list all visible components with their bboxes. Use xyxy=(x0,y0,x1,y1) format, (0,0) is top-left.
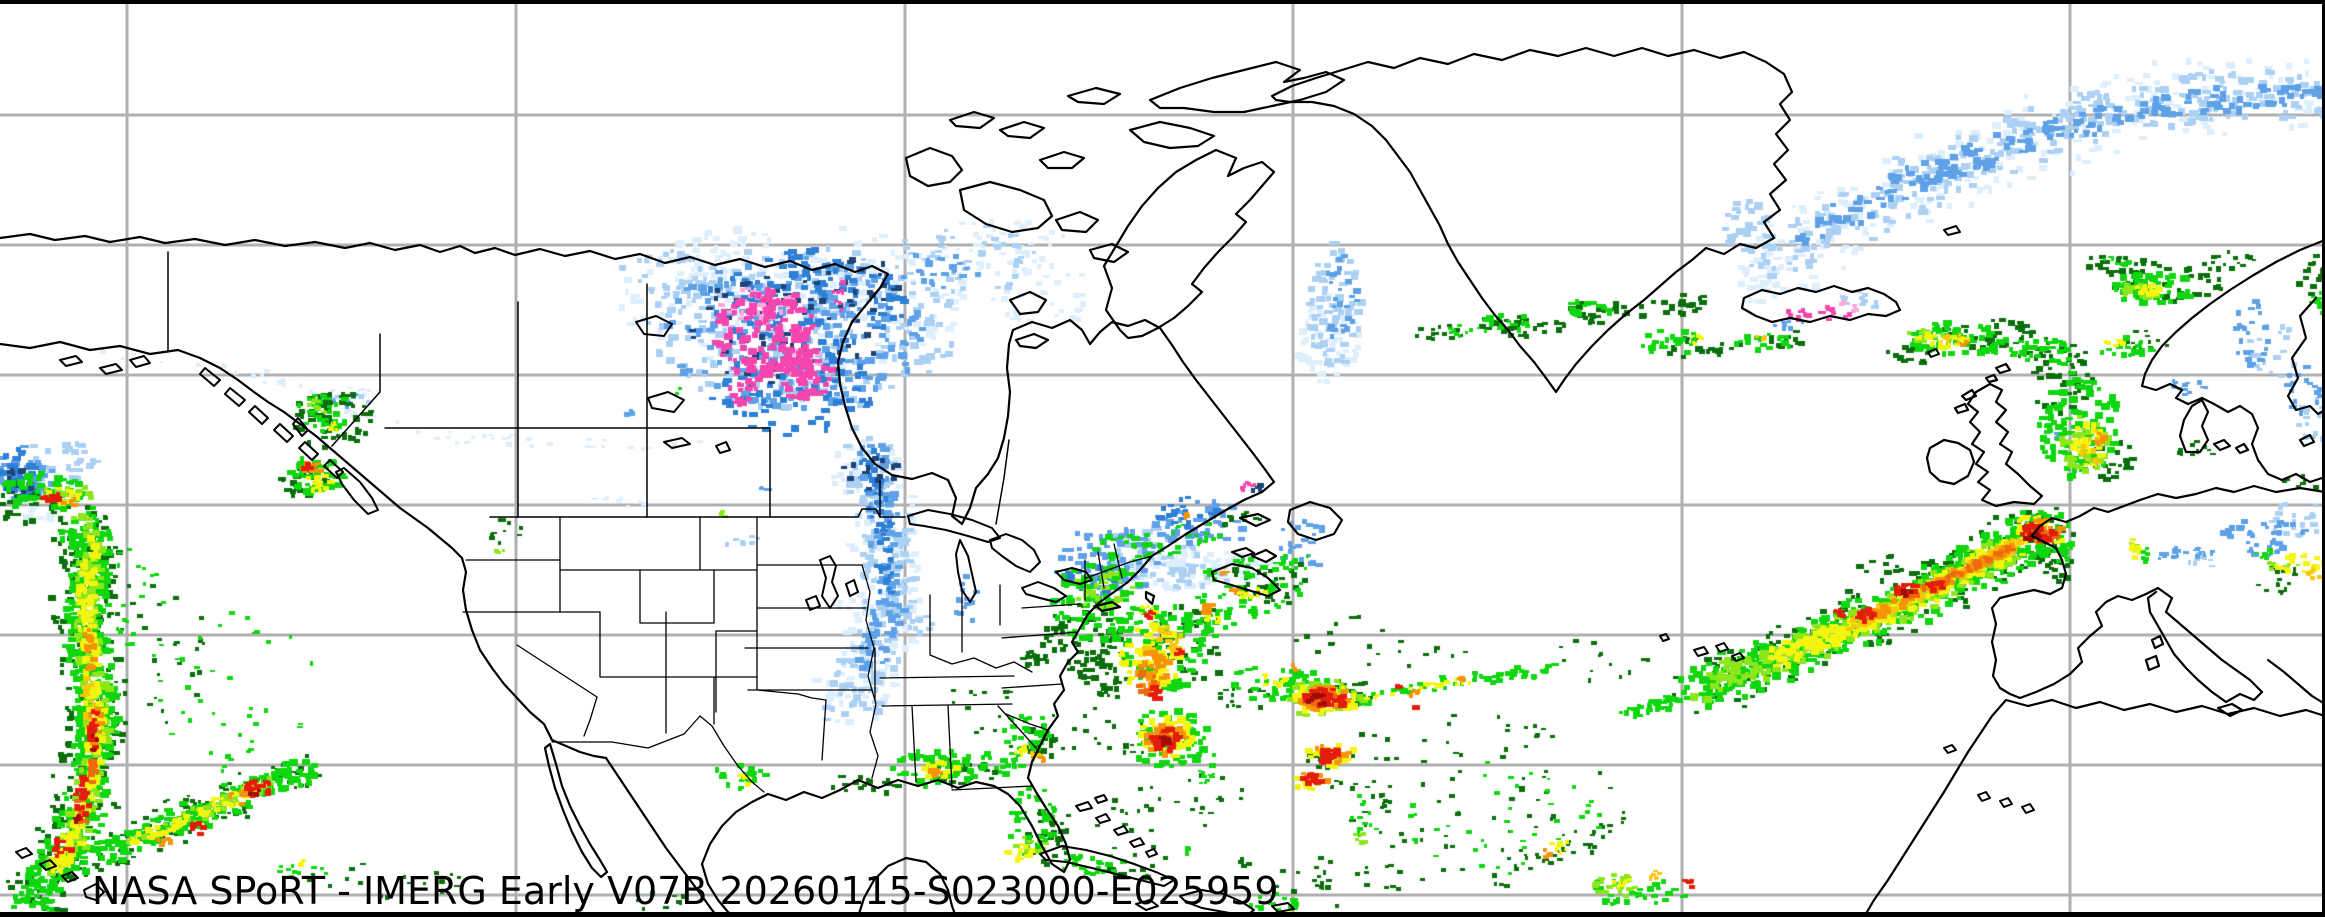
map-caption: NASA SPoRT - IMERG Early V07B 20260115-S… xyxy=(92,869,1279,913)
